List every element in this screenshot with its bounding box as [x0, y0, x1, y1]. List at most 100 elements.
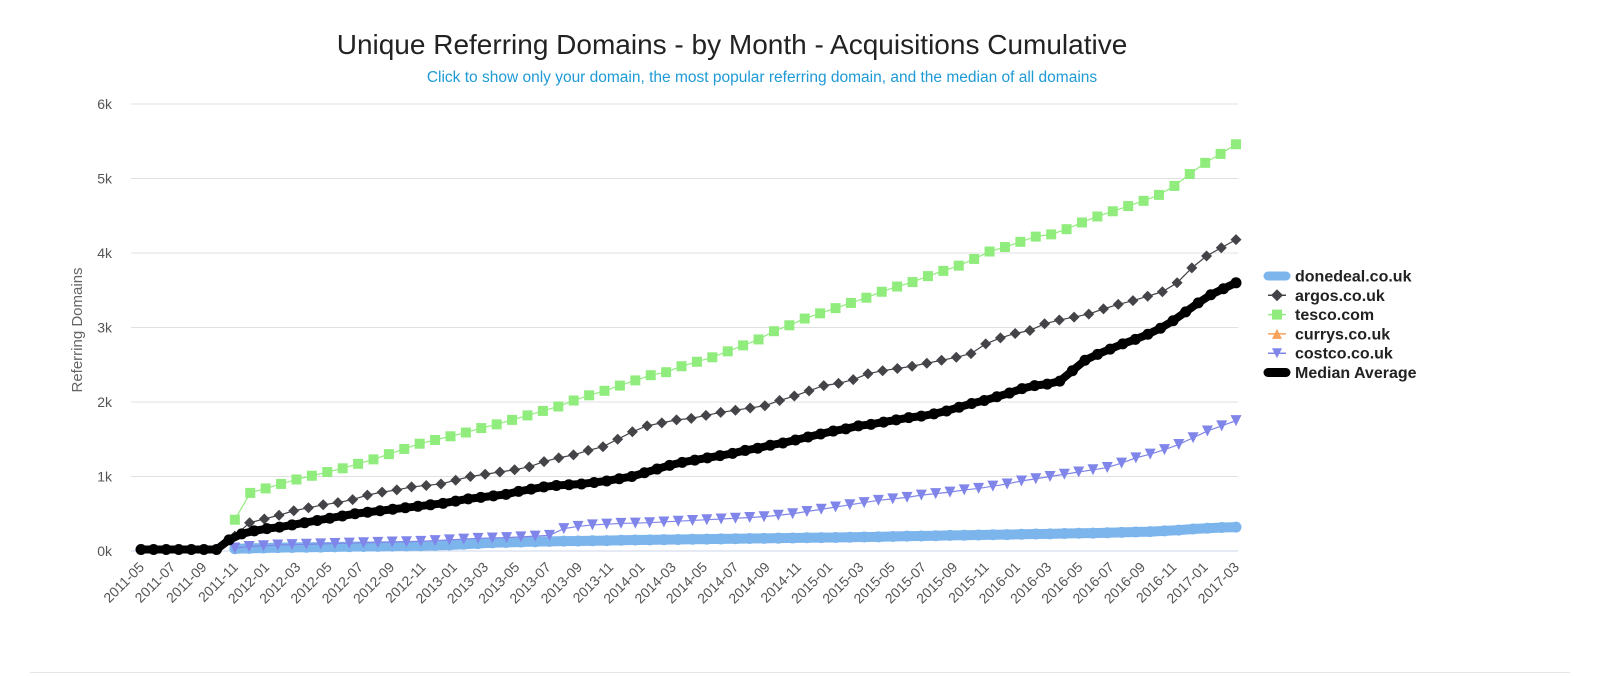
data-point [803, 385, 815, 397]
data-point [1039, 318, 1051, 330]
data-point [361, 489, 373, 501]
data-point [347, 494, 359, 506]
data-point [558, 523, 570, 535]
data-point [672, 533, 684, 545]
data-point [1167, 315, 1179, 327]
data-point [772, 532, 784, 544]
data-point [260, 483, 271, 494]
data-point [818, 380, 830, 392]
data-point [980, 338, 992, 350]
data-point [300, 538, 312, 550]
data-point [415, 535, 427, 547]
data-point [522, 410, 533, 421]
data-point [651, 463, 663, 475]
legend-item[interactable]: tesco.com [1268, 307, 1374, 324]
data-point [529, 530, 541, 542]
data-point [322, 467, 333, 478]
data-point [374, 505, 386, 517]
data-point [412, 500, 424, 512]
data-point [722, 346, 733, 357]
data-point [1015, 528, 1027, 540]
data-point [987, 480, 999, 492]
data-point [563, 479, 575, 491]
data-point [1083, 308, 1095, 320]
data-point [991, 391, 1003, 403]
data-point [984, 246, 995, 257]
data-point [938, 265, 949, 276]
data-point [865, 418, 877, 430]
data-point [922, 271, 933, 282]
y-tick-label: 1k [97, 469, 113, 485]
data-point [944, 529, 956, 541]
legend-swatch-marker [1272, 348, 1282, 359]
data-point [921, 357, 933, 369]
series-argos-co-uk[interactable] [229, 234, 1242, 542]
chart-subtitle-link[interactable]: Click to show only your domain, the most… [427, 69, 1098, 86]
data-point [1215, 242, 1227, 254]
legend-item[interactable]: Median Average [1263, 365, 1417, 382]
data-point [1009, 327, 1021, 339]
data-point [802, 431, 814, 443]
series-median-average[interactable] [135, 277, 1242, 556]
data-point [753, 334, 764, 345]
data-point [892, 281, 903, 292]
data-point [689, 454, 701, 466]
data-point [1216, 522, 1228, 534]
data-point [1123, 201, 1134, 212]
data-point [376, 486, 388, 498]
data-point [494, 466, 506, 478]
legend-item[interactable]: costco.co.uk [1268, 346, 1393, 363]
data-point [1041, 378, 1053, 390]
data-point [1231, 139, 1241, 150]
data-point [801, 506, 813, 518]
data-point [515, 531, 527, 543]
legend-item[interactable]: argos.co.uk [1268, 288, 1385, 305]
data-point [597, 441, 609, 453]
series-tesco-com[interactable] [229, 139, 1241, 525]
data-point [400, 536, 412, 548]
data-point [626, 471, 638, 482]
data-point [1107, 206, 1118, 217]
data-point [815, 532, 827, 544]
data-point [615, 534, 627, 546]
data-point [1061, 224, 1072, 235]
legend-item[interactable]: currys.co.uk [1268, 326, 1390, 343]
data-point [729, 404, 741, 416]
data-point [258, 513, 270, 525]
data-point [915, 410, 927, 422]
data-point [844, 499, 856, 511]
data-point [887, 530, 899, 542]
data-point [509, 464, 521, 476]
data-point [644, 534, 656, 546]
y-axis-title: Referring Domains [69, 267, 86, 392]
data-point [1156, 286, 1168, 298]
data-point [286, 519, 298, 531]
legend-item[interactable]: donedeal.co.uk [1263, 269, 1412, 286]
data-point [1230, 415, 1242, 427]
data-point [774, 395, 786, 407]
data-point [700, 409, 712, 421]
data-point [1130, 526, 1142, 538]
data-point [777, 437, 789, 449]
data-point [1092, 211, 1103, 222]
data-point [1144, 448, 1156, 460]
data-point [245, 487, 256, 498]
data-point [752, 442, 764, 454]
data-point [1087, 464, 1099, 476]
series-costco-co-uk[interactable] [229, 415, 1242, 554]
data-point [273, 521, 285, 533]
data-point [787, 508, 799, 520]
data-point [715, 513, 727, 525]
data-point [1101, 462, 1113, 474]
data-point [1079, 354, 1091, 366]
data-point [443, 534, 455, 546]
data-point [965, 348, 977, 360]
data-point [987, 529, 999, 541]
data-point [1030, 528, 1042, 540]
data-point [768, 326, 779, 337]
data-point [936, 354, 948, 366]
data-point [273, 509, 285, 521]
data-point [450, 474, 462, 486]
data-point [861, 292, 872, 303]
data-point [658, 516, 670, 528]
